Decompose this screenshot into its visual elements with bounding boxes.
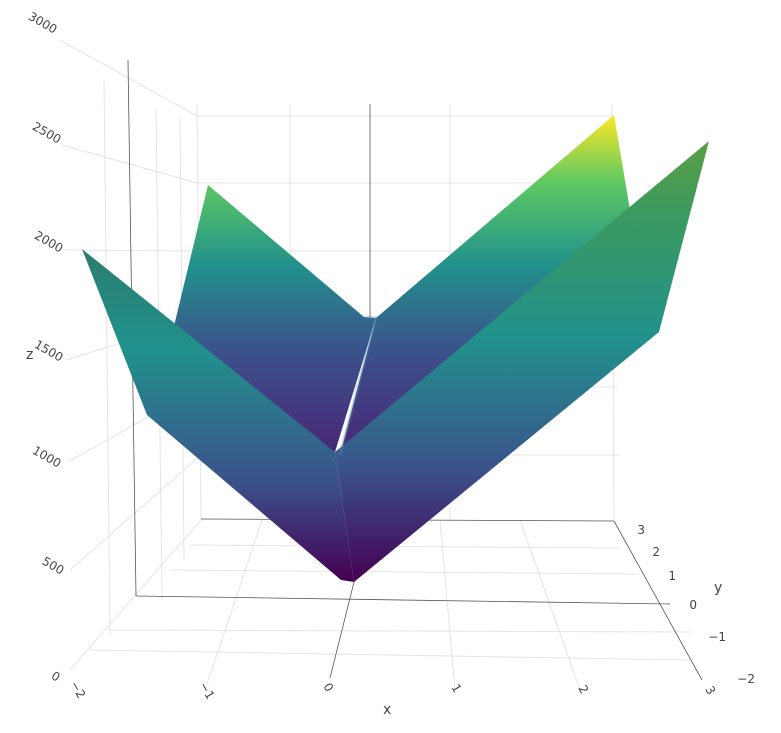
x-tick-labels: −2 −1 0 1 2 3 <box>67 679 718 702</box>
gridline <box>519 519 581 691</box>
x-tick-label: 1 <box>448 682 464 696</box>
y-tick-label: −1 <box>708 630 726 644</box>
y-tick-label: 1 <box>668 569 676 583</box>
x-axis-title: x <box>383 702 391 718</box>
surface-back-right-face <box>340 115 630 455</box>
x-axis-line <box>135 595 671 605</box>
surface <box>82 115 709 582</box>
z-tick-label: 500 <box>40 554 67 578</box>
y-tick-label: 3 <box>637 523 645 537</box>
y-axis-line <box>329 581 355 679</box>
z-tick-label: 2000 <box>32 228 65 255</box>
surface-ridge <box>338 315 378 456</box>
gridline <box>204 519 263 691</box>
gridline <box>59 39 612 117</box>
right-floor-line <box>613 520 703 681</box>
gridline <box>189 544 621 549</box>
x-tick-label: −2 <box>67 679 88 701</box>
y-axis-title: y <box>714 580 722 596</box>
z-axis-title: z <box>26 347 33 363</box>
surface-back-left-face <box>174 185 376 452</box>
z-tick-label: 1000 <box>30 443 63 470</box>
x-tick-label: 0 <box>320 681 336 695</box>
y-tick-label: −2 <box>737 672 755 686</box>
y-tick-label: 0 <box>689 598 697 612</box>
gridline <box>109 629 691 633</box>
gridline <box>103 79 111 636</box>
x-tick-label: 3 <box>702 684 718 698</box>
surface-front-left-face <box>82 249 354 582</box>
gridline <box>169 569 641 575</box>
surface-front-right-face <box>335 141 709 582</box>
y-tick-labels: −2 −1 0 123 <box>637 523 755 686</box>
gridline <box>89 649 691 661</box>
gridline <box>439 519 456 691</box>
x-tick-label: −1 <box>196 680 217 702</box>
z-tick-label: 0 <box>49 669 63 685</box>
z-tick-label: 3000 <box>26 9 59 36</box>
z-tick-label: 1500 <box>32 337 65 364</box>
gridline <box>61 144 612 184</box>
z-tick-label: 2500 <box>30 119 63 146</box>
gridline <box>69 519 202 671</box>
y-tick-label: 2 <box>652 545 660 559</box>
